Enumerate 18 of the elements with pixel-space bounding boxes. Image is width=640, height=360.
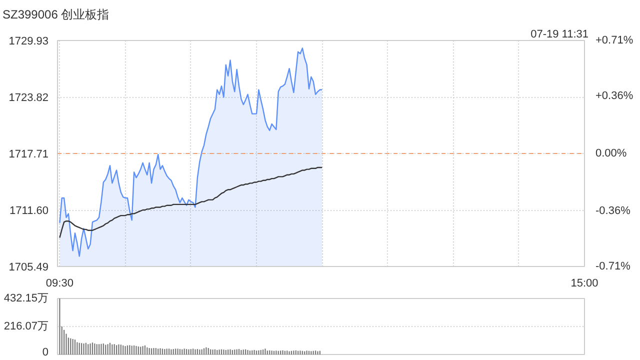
line-series [59, 166, 323, 238]
y-tick-label: 432.15万 [4, 292, 49, 304]
y-tick-label: 1711.60 [10, 205, 49, 217]
y-tick-label: 1723.82 [8, 92, 49, 104]
y-tick-label: 0 [42, 346, 49, 358]
x-tick-label: 15:00 [570, 278, 598, 290]
y2-tick-label: +0.36% [596, 90, 634, 102]
y2-tick-label: +0.71% [596, 34, 634, 46]
y2-tick-label: -0.36% [596, 204, 631, 217]
y-tick-label: 1717.71 [8, 148, 49, 160]
y2-tick-label: -0.71% [596, 260, 631, 272]
y2-tick-label: 0.00% [596, 148, 627, 160]
text: 07-19 11:31 [530, 28, 589, 40]
y-tick-label: 1705.49 [8, 262, 49, 274]
x-tick-label: 09:30 [46, 278, 74, 290]
y-tick-label: 1729.93 [8, 36, 49, 48]
y-tick-label: 216.07万 [4, 320, 49, 332]
chart-title: SZ399006 创业板指 [2, 8, 110, 22]
